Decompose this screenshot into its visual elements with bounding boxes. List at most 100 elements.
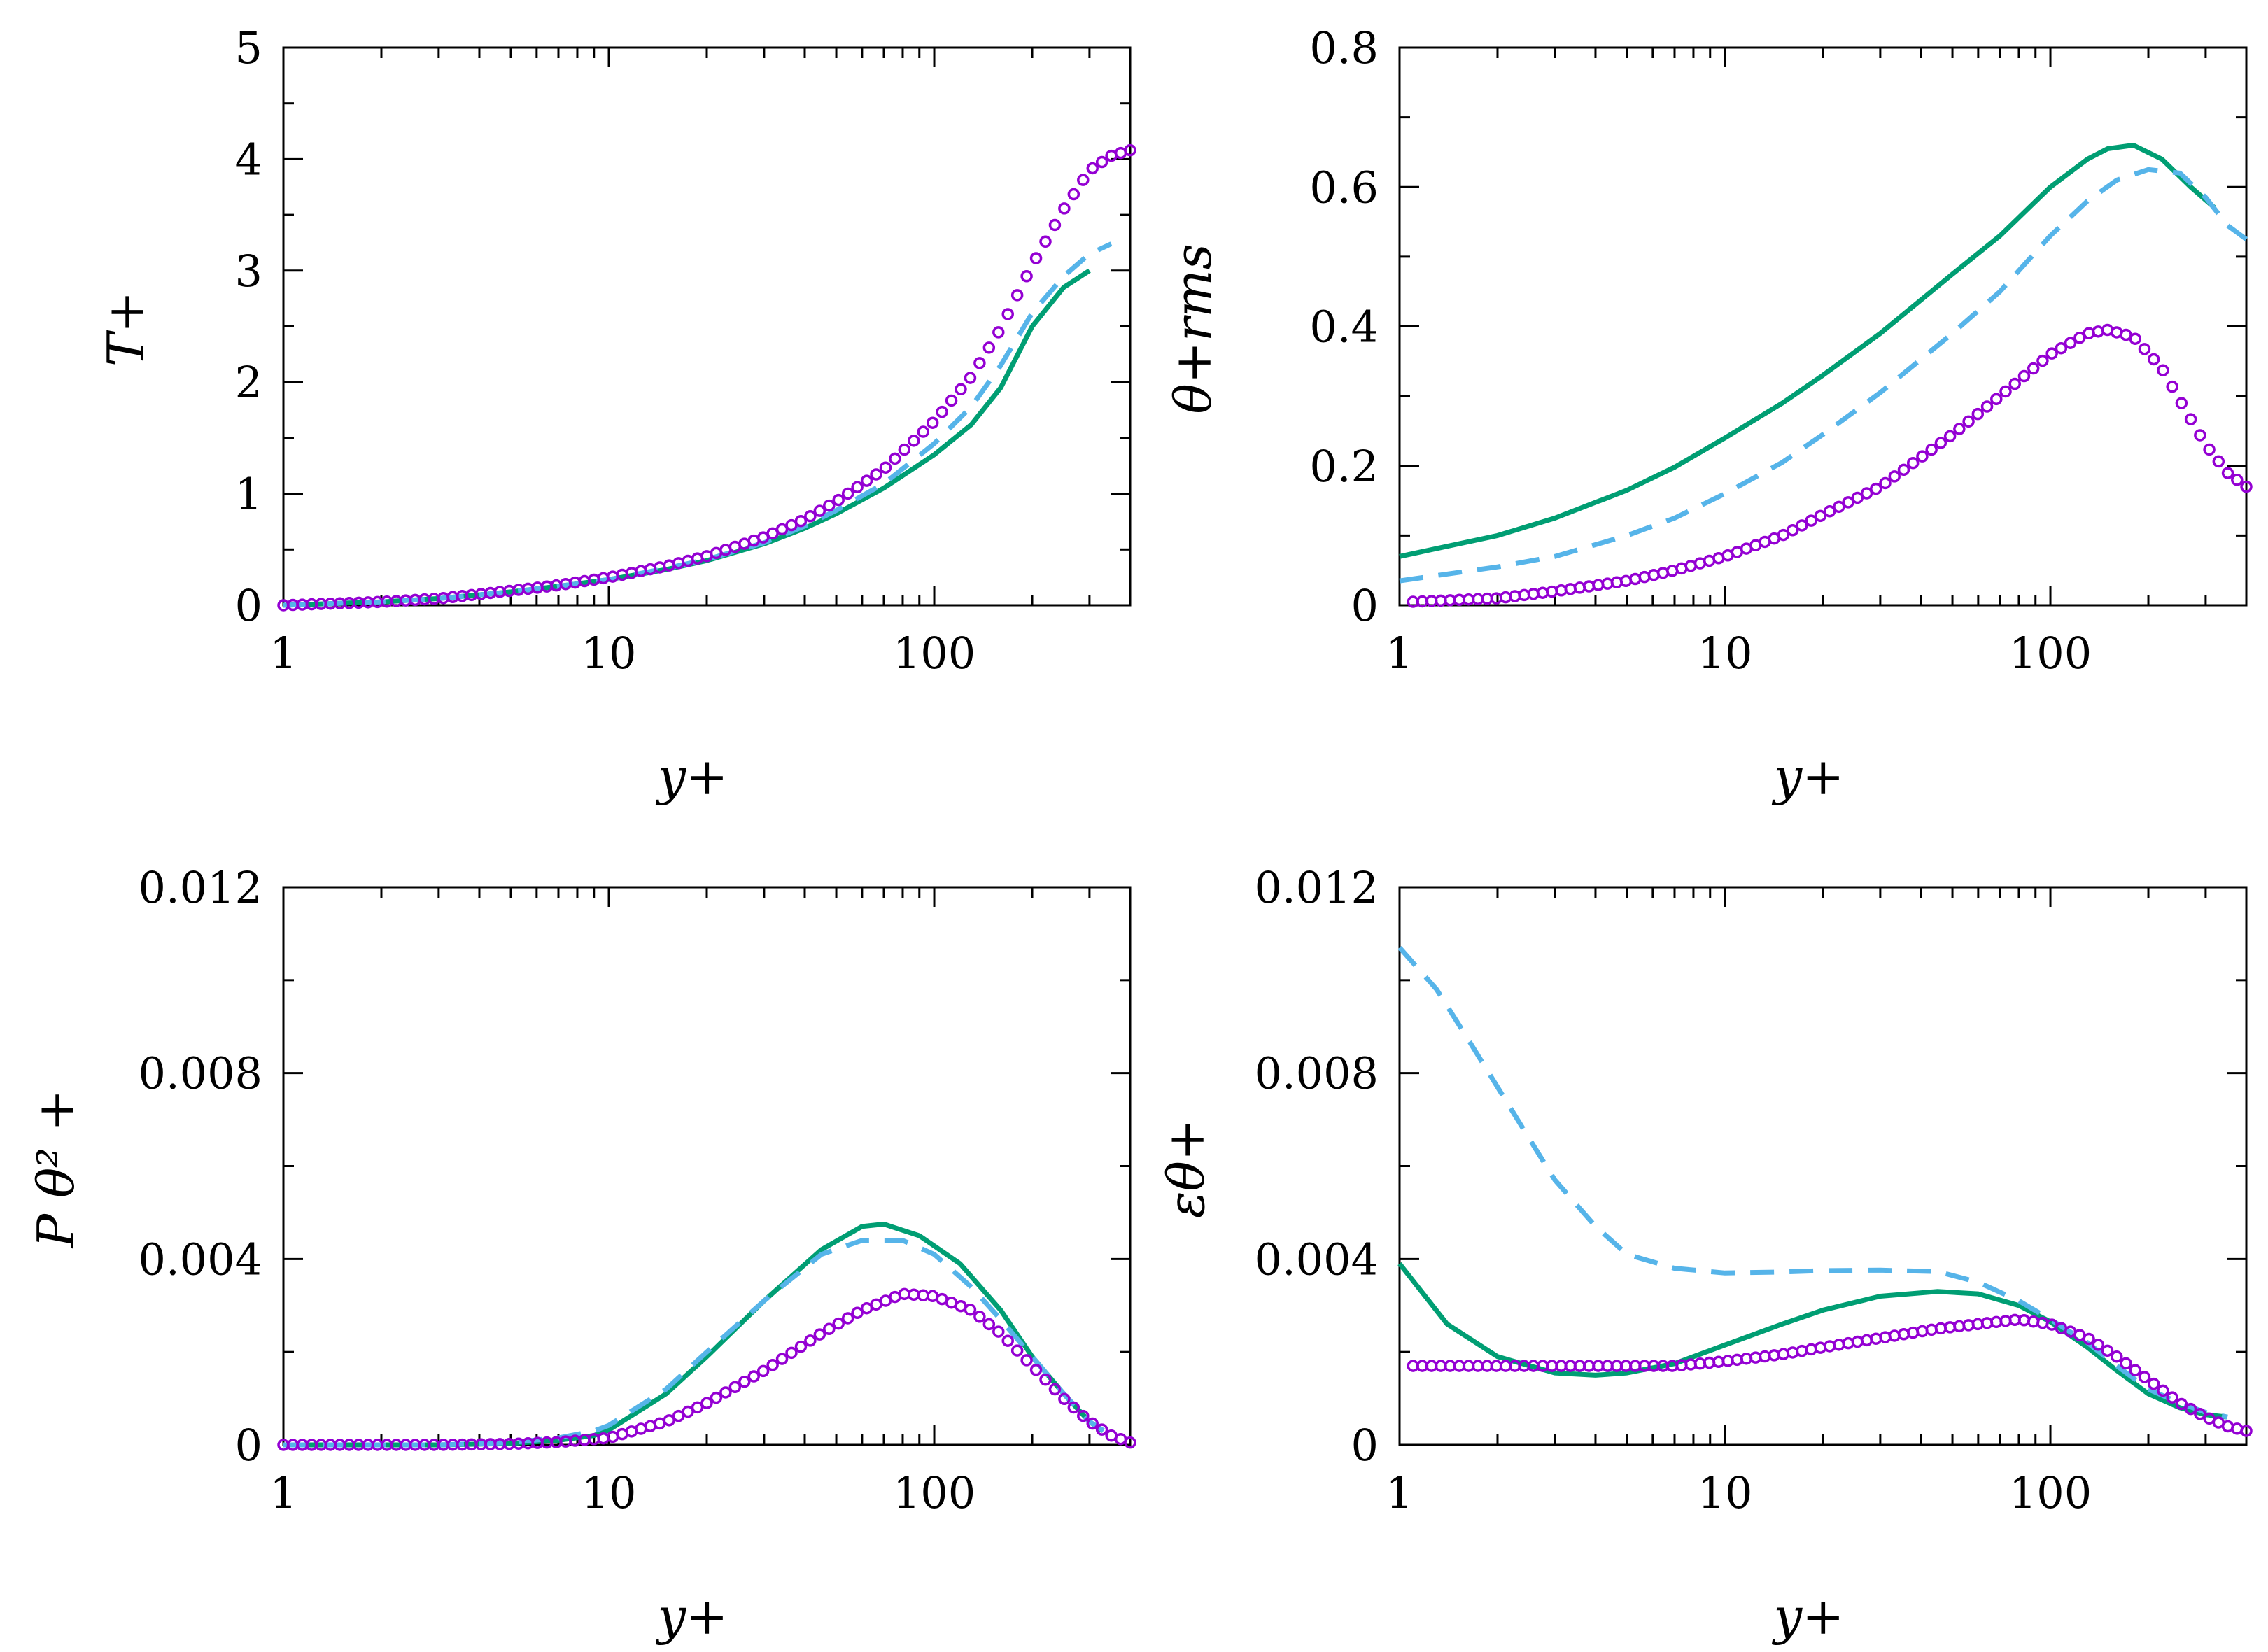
data-point xyxy=(2055,341,2068,355)
xlabel-y: y+ xyxy=(1771,1587,1844,1646)
y-tick-label: 5 xyxy=(235,22,262,73)
data-point xyxy=(691,1401,704,1414)
x-tick-label: 10 xyxy=(582,1467,637,1518)
data-point xyxy=(2129,332,2141,345)
data-point xyxy=(663,1414,675,1427)
data-point xyxy=(804,1334,817,1347)
data-point xyxy=(851,1306,864,1320)
data-point xyxy=(2157,364,2169,376)
y-tick-label: 3 xyxy=(235,246,262,297)
data-point xyxy=(1077,174,1090,186)
data-point xyxy=(813,504,826,517)
data-point xyxy=(775,1353,789,1365)
x-tick-label: 10 xyxy=(1698,628,1753,679)
data-point xyxy=(1860,487,1873,500)
data-point xyxy=(1897,463,1910,476)
data-point xyxy=(832,1317,845,1330)
data-point xyxy=(2073,332,2086,344)
data-point xyxy=(841,487,854,500)
data-point xyxy=(1077,1409,1090,1422)
data-point xyxy=(766,1359,779,1371)
data-point xyxy=(1048,218,1062,232)
data-point xyxy=(738,1375,751,1388)
x-tick-label: 100 xyxy=(2009,1467,2092,1518)
data-point xyxy=(1039,1373,1052,1386)
xlabel-y: y+ xyxy=(1771,747,1844,806)
data-point xyxy=(1124,143,1136,157)
data-point xyxy=(719,1386,732,1399)
x-tick-label: 1 xyxy=(269,1467,297,1518)
data-point xyxy=(1796,519,1808,532)
data-point xyxy=(794,1340,808,1353)
data-point xyxy=(2240,480,2253,493)
y-tick-label: 0.008 xyxy=(139,1048,263,1099)
data-point xyxy=(2036,354,2049,367)
data-point xyxy=(1124,1436,1136,1449)
data-point xyxy=(1999,385,2012,398)
y-tick-label: 0.004 xyxy=(139,1234,263,1285)
data-point xyxy=(964,372,977,384)
data-point xyxy=(1980,400,1994,413)
x-tick-label: 100 xyxy=(893,1467,975,1518)
data-point xyxy=(813,1328,826,1341)
data-point xyxy=(1851,491,1864,504)
data-point xyxy=(2221,467,2234,479)
data-point xyxy=(2008,377,2021,390)
data-point xyxy=(982,1318,996,1331)
data-point xyxy=(1020,270,1033,283)
y-tick-label: 0.2 xyxy=(1309,441,1379,492)
data-point xyxy=(2083,1332,2095,1346)
data-point xyxy=(1095,1423,1108,1436)
y-tick-label: 0.4 xyxy=(1309,302,1379,353)
data-point xyxy=(2194,1408,2206,1420)
x-tick-label: 10 xyxy=(1698,1467,1753,1518)
data-point xyxy=(700,1397,713,1409)
x-tick-label: 1 xyxy=(1386,628,1413,679)
dashed-series-line xyxy=(1399,167,2248,584)
x-tick-label: 1 xyxy=(1386,1467,1413,1518)
data-point xyxy=(1833,500,1845,514)
dashed-series-line xyxy=(283,241,1113,608)
data-point xyxy=(804,510,817,523)
y-tick-label: 0.012 xyxy=(139,862,263,913)
data-point xyxy=(2212,455,2225,468)
x-tick-label: 10 xyxy=(582,628,637,679)
data-point xyxy=(823,1322,836,1336)
panel-production: P θ² + y+ 0 0.004 0.008 0.012 1 10 100 xyxy=(27,862,1136,1646)
data-point xyxy=(1020,1354,1033,1367)
y-tick-label: 2 xyxy=(235,357,262,408)
data-point xyxy=(1870,482,1882,495)
xlabel-y: y+ xyxy=(655,1587,728,1646)
ylabel-dissipation: εθ+ xyxy=(1157,1119,1216,1218)
data-point xyxy=(2175,397,2188,409)
data-point xyxy=(794,514,808,528)
data-point xyxy=(982,341,996,354)
data-point xyxy=(1805,514,1817,527)
data-point xyxy=(955,383,967,396)
data-point xyxy=(2138,343,2151,355)
data-point xyxy=(1029,252,1043,264)
data-point xyxy=(2240,1425,2253,1437)
dashed-series-line xyxy=(1397,945,2228,1420)
data-point xyxy=(1001,308,1014,320)
data-point xyxy=(2157,1384,2169,1397)
data-point xyxy=(936,405,948,418)
data-point xyxy=(2129,1364,2141,1376)
x-tick-label: 100 xyxy=(893,628,975,679)
solid-series-line xyxy=(1397,1262,2228,1420)
ylabel-T: T+ xyxy=(97,291,155,367)
data-point xyxy=(898,443,911,456)
data-point xyxy=(1879,476,1892,490)
data-point xyxy=(1990,393,2003,406)
data-point xyxy=(1953,423,1966,435)
dashed-series-line xyxy=(283,1238,1113,1448)
data-point xyxy=(1814,509,1827,523)
data-point xyxy=(710,1391,723,1404)
data-point xyxy=(1067,1401,1080,1414)
data-point xyxy=(1058,202,1071,215)
data-point xyxy=(917,425,929,438)
data-point xyxy=(851,481,864,494)
data-point xyxy=(672,1409,685,1422)
